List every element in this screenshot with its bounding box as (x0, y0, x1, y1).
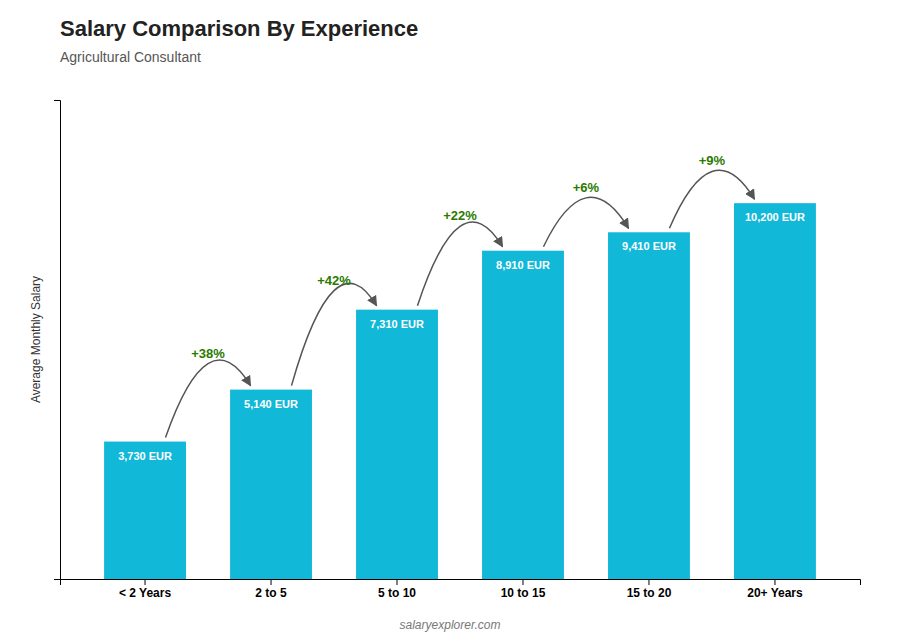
bar (104, 442, 186, 579)
x-tick-mark (397, 579, 398, 585)
x-tick-label: 2 to 5 (255, 586, 287, 600)
y-axis-title: Average Monthly Salary (29, 276, 43, 403)
data-label: 10,200 EUR (745, 211, 805, 223)
x-axis-line (61, 580, 861, 586)
title: Salary Comparison By Experience (60, 16, 418, 41)
change-arrow (669, 170, 754, 228)
bar (482, 251, 564, 579)
y-axis (54, 101, 61, 580)
change-arrow (417, 222, 502, 306)
change-arrow (291, 283, 376, 385)
data-label: 9,410 EUR (622, 240, 676, 252)
change-label: +9% (699, 153, 726, 168)
watermark: salaryexplorer.com (400, 618, 501, 632)
x-tick-mark (145, 579, 146, 585)
data-labels: 3,730 EUR 5,140 EUR 7,310 EUR 8,910 EUR 9,41… (118, 211, 805, 461)
x-tick-mark (271, 579, 272, 585)
x-axis: < 2 Years 2 to 5 5 to 10 10 to 15 15 to 20 20… (61, 579, 861, 600)
change-label: +42% (317, 273, 351, 288)
annotations: +38% +42% +22% +6% +9% (166, 153, 755, 437)
x-tick: 20+ Years (747, 579, 803, 600)
subtitle: Agricultural Consultant (60, 49, 201, 65)
data-label: 3,730 EUR (118, 450, 172, 462)
x-tick-label: 20+ Years (747, 586, 803, 600)
change-label: +38% (191, 346, 225, 361)
chart: Salary Comparison By Experience Agricultu… (0, 0, 900, 641)
x-tick-mark (774, 579, 775, 585)
bars (104, 203, 816, 579)
change-arrow (543, 197, 628, 246)
x-tick-label: 10 to 15 (501, 586, 546, 600)
change-arrow (166, 360, 251, 437)
bar (608, 232, 690, 579)
x-tick-label: < 2 Years (119, 586, 171, 600)
bar (356, 310, 438, 579)
data-label: 8,910 EUR (496, 259, 550, 271)
plot-area: < 2 Years 2 to 5 5 to 10 10 to 15 15 to 20 20… (29, 101, 861, 600)
bar (734, 203, 816, 579)
y-axis-line (54, 101, 61, 580)
data-label: 7,310 EUR (370, 318, 424, 330)
x-tick-mark (522, 579, 523, 585)
x-tick-mark (648, 579, 649, 585)
x-tick-label: 15 to 20 (627, 586, 672, 600)
x-tick: 2 to 5 (255, 579, 287, 600)
x-tick: 10 to 15 (501, 579, 546, 600)
x-tick-label: 5 to 10 (378, 586, 416, 600)
change-label: +6% (573, 180, 600, 195)
change-label: +22% (443, 208, 477, 223)
data-label: 5,140 EUR (244, 398, 298, 410)
x-tick: 15 to 20 (627, 579, 672, 600)
x-tick: < 2 Years (119, 579, 171, 600)
x-tick: 5 to 10 (378, 579, 416, 600)
bar (230, 390, 312, 579)
